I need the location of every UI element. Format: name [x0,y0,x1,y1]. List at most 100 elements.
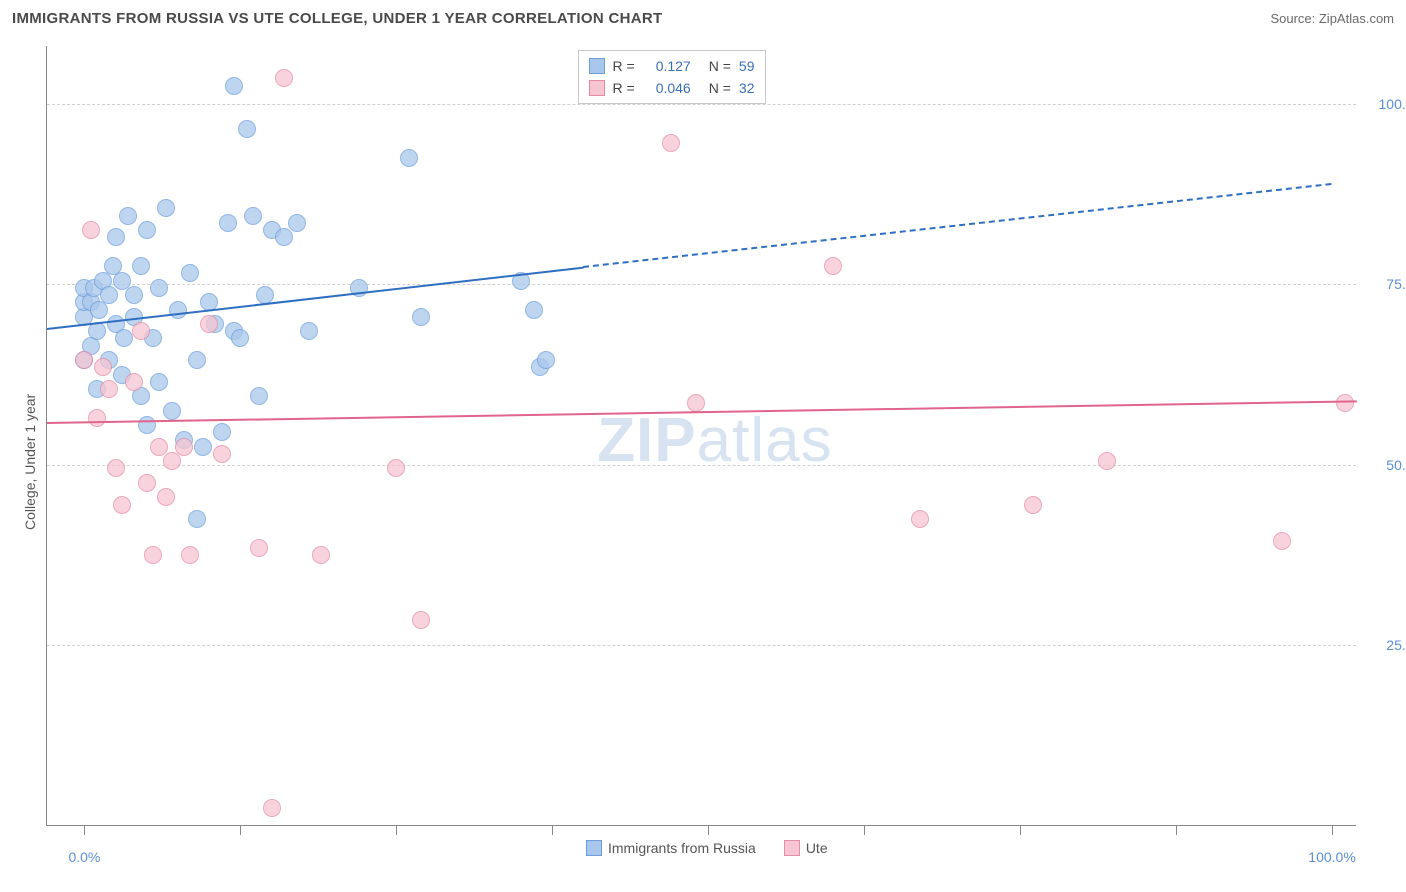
legend-r-value: 0.127 [643,58,691,74]
data-point [213,445,231,463]
data-point [412,308,430,326]
data-point [1273,532,1291,550]
stats-legend: R = 0.127 N = 59 R = 0.046 N = 32 [578,50,766,104]
legend-n-value: 32 [739,80,755,96]
trend-line [583,183,1332,268]
data-point [387,459,405,477]
data-point [132,322,150,340]
data-point [107,228,125,246]
legend-swatch [589,58,605,74]
legend-swatch [784,840,800,856]
data-point [132,257,150,275]
data-point [188,351,206,369]
data-point [163,402,181,420]
data-point [662,134,680,152]
gridline [47,465,1356,466]
x-tick [240,825,241,835]
data-point [400,149,418,167]
legend-r-label: R = [613,58,635,74]
x-tick [708,825,709,835]
data-point [238,120,256,138]
gridline [47,645,1356,646]
data-point [94,358,112,376]
data-point [194,438,212,456]
data-point [125,286,143,304]
data-point [113,496,131,514]
data-point [157,488,175,506]
x-tick [552,825,553,835]
x-tick [1020,825,1021,835]
data-point [275,69,293,87]
data-point [163,452,181,470]
series-legend: Immigrants from Russia Ute [586,840,828,856]
data-point [1336,394,1354,412]
chart-source: Source: ZipAtlas.com [1270,11,1394,26]
data-point [200,315,218,333]
data-point [107,459,125,477]
data-point [88,409,106,427]
legend-item: Ute [784,840,828,856]
x-tick [1176,825,1177,835]
legend-n-label: N = [709,58,731,74]
y-tick-label: 25.0% [1366,637,1406,653]
data-point [275,228,293,246]
data-point [244,207,262,225]
data-point [288,214,306,232]
plot-area: ZIPatlas 25.0%50.0%75.0%100.0%0.0%100.0%… [46,46,1356,826]
legend-swatch [589,80,605,96]
data-point [537,351,555,369]
data-point [250,539,268,557]
data-point [300,322,318,340]
data-point [263,799,281,817]
legend-label: Immigrants from Russia [608,840,756,856]
data-point [188,510,206,528]
y-axis-label: College, Under 1 year [22,393,38,529]
legend-r-value: 0.046 [643,80,691,96]
legend-label: Ute [806,840,828,856]
stats-legend-row: R = 0.127 N = 59 [589,55,755,77]
data-point [169,301,187,319]
data-point [824,257,842,275]
x-tick [84,825,85,835]
data-point [150,373,168,391]
data-point [525,301,543,319]
x-tick [1332,825,1333,835]
x-tick [864,825,865,835]
x-tick-label: 0.0% [68,849,100,865]
gridline [47,284,1356,285]
data-point [1098,452,1116,470]
data-point [911,510,929,528]
x-tick-label: 100.0% [1308,849,1355,865]
data-point [225,77,243,95]
data-point [100,380,118,398]
data-point [150,279,168,297]
data-point [119,207,137,225]
legend-swatch [586,840,602,856]
chart-title: IMMIGRANTS FROM RUSSIA VS UTE COLLEGE, U… [12,10,662,27]
data-point [213,423,231,441]
data-point [157,199,175,217]
data-point [175,438,193,456]
data-point [687,394,705,412]
legend-n-label: N = [709,80,731,96]
data-point [75,351,93,369]
y-tick-label: 50.0% [1366,457,1406,473]
data-point [181,264,199,282]
data-point [181,546,199,564]
legend-item: Immigrants from Russia [586,840,756,856]
legend-r-label: R = [613,80,635,96]
data-point [138,416,156,434]
data-point [219,214,237,232]
data-point [412,611,430,629]
data-point [231,329,249,347]
data-point [144,546,162,564]
stats-legend-row: R = 0.046 N = 32 [589,77,755,99]
y-tick-label: 100.0% [1366,96,1406,112]
x-tick [396,825,397,835]
chart-header: IMMIGRANTS FROM RUSSIA VS UTE COLLEGE, U… [0,0,1406,36]
data-point [125,373,143,391]
legend-n-value: 59 [739,58,755,74]
data-point [1024,496,1042,514]
data-point [100,286,118,304]
data-point [82,221,100,239]
